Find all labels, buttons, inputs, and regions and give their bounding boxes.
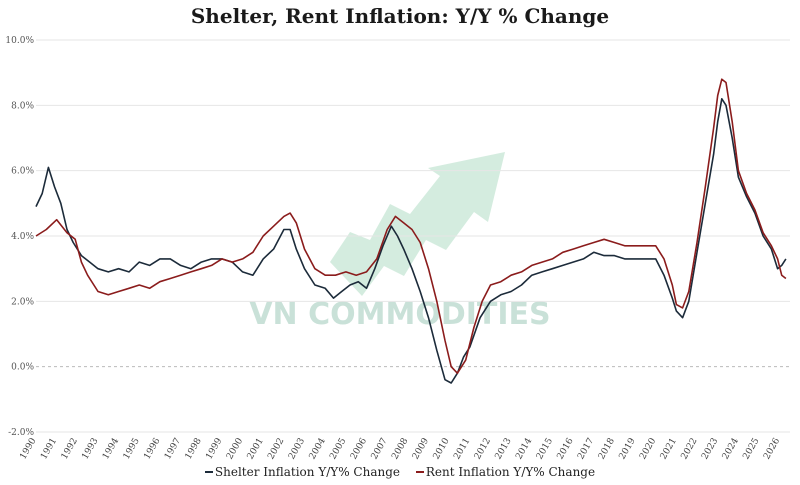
x-tick-label: 2016 xyxy=(556,436,576,461)
x-tick-label: 1990 xyxy=(18,436,38,461)
legend-label-shelter: Shelter Inflation Y/Y% Change xyxy=(214,465,401,479)
x-tick-label: 2001 xyxy=(246,437,266,462)
x-tick-label: 2000 xyxy=(225,436,245,461)
x-tick-label: 1999 xyxy=(204,436,224,461)
legend-label-rent: Rent Inflation Y/Y% Change xyxy=(425,465,596,479)
y-tick-label: 8.0% xyxy=(11,101,34,111)
x-tick-label: 2021 xyxy=(659,437,679,462)
legend-item-rent: Rent Inflation Y/Y% Change xyxy=(415,465,596,479)
legend-swatch-rent xyxy=(415,471,424,473)
x-tick-label: 2013 xyxy=(494,436,514,461)
x-tick-label: 1998 xyxy=(184,436,204,461)
legend-swatch-shelter xyxy=(204,471,213,473)
x-tick-label: 2009 xyxy=(411,436,431,461)
legend: Shelter Inflation Y/Y% Change Rent Infla… xyxy=(0,462,800,479)
x-tick-label: 2008 xyxy=(390,436,410,461)
x-tick-label: 1995 xyxy=(122,436,142,461)
x-tick-label: 2010 xyxy=(432,436,452,461)
y-tick-label: 10.0% xyxy=(5,36,34,46)
y-tick-label: 2.0% xyxy=(11,297,34,307)
x-tick-label: 2026 xyxy=(762,436,782,461)
x-tick-label: 2025 xyxy=(741,436,761,461)
x-tick-label: 2006 xyxy=(349,436,369,461)
x-tick-label: 2011 xyxy=(452,437,472,462)
chart-title: Shelter, Rent Inflation: Y/Y % Change xyxy=(190,4,610,28)
watermark-arrow xyxy=(330,152,505,296)
y-tick-label: -2.0% xyxy=(8,428,34,438)
x-tick-label: 2012 xyxy=(473,437,493,462)
series-line-rent xyxy=(35,78,787,374)
x-tick-label: 1991 xyxy=(39,437,59,462)
x-tick-label: 1992 xyxy=(60,437,80,462)
x-tick-label: 2018 xyxy=(597,436,617,461)
y-tick-label: 6.0% xyxy=(11,167,34,177)
x-tick-label: 2002 xyxy=(266,437,286,462)
x-tick-label: 2014 xyxy=(514,436,534,461)
legend-item-shelter: Shelter Inflation Y/Y% Change xyxy=(204,465,401,479)
y-tick-label: 4.0% xyxy=(11,232,34,242)
x-tick-label: 1996 xyxy=(142,436,162,461)
x-tick-label: 2020 xyxy=(638,436,658,461)
x-tick-label: 1997 xyxy=(163,436,183,461)
x-tick-label: 2019 xyxy=(618,436,638,461)
x-tick-label: 2017 xyxy=(576,436,596,461)
watermark-text: VN COMMODITIES xyxy=(249,297,550,332)
x-tick-label: 2024 xyxy=(721,436,741,461)
series-line-shelter xyxy=(35,98,787,384)
x-tick-label: 2004 xyxy=(308,436,328,461)
x-tick-label: 2005 xyxy=(328,436,348,461)
x-tick-label: 2023 xyxy=(700,436,720,461)
x-tick-label: 2007 xyxy=(370,436,390,461)
x-tick-label: 1993 xyxy=(80,436,100,461)
x-tick-label: 2015 xyxy=(535,436,555,461)
x-tick-label: 2003 xyxy=(287,436,307,461)
x-tick-label: 1994 xyxy=(101,436,121,461)
y-tick-label: 0.0% xyxy=(11,363,34,373)
x-tick-label: 2022 xyxy=(680,437,700,462)
